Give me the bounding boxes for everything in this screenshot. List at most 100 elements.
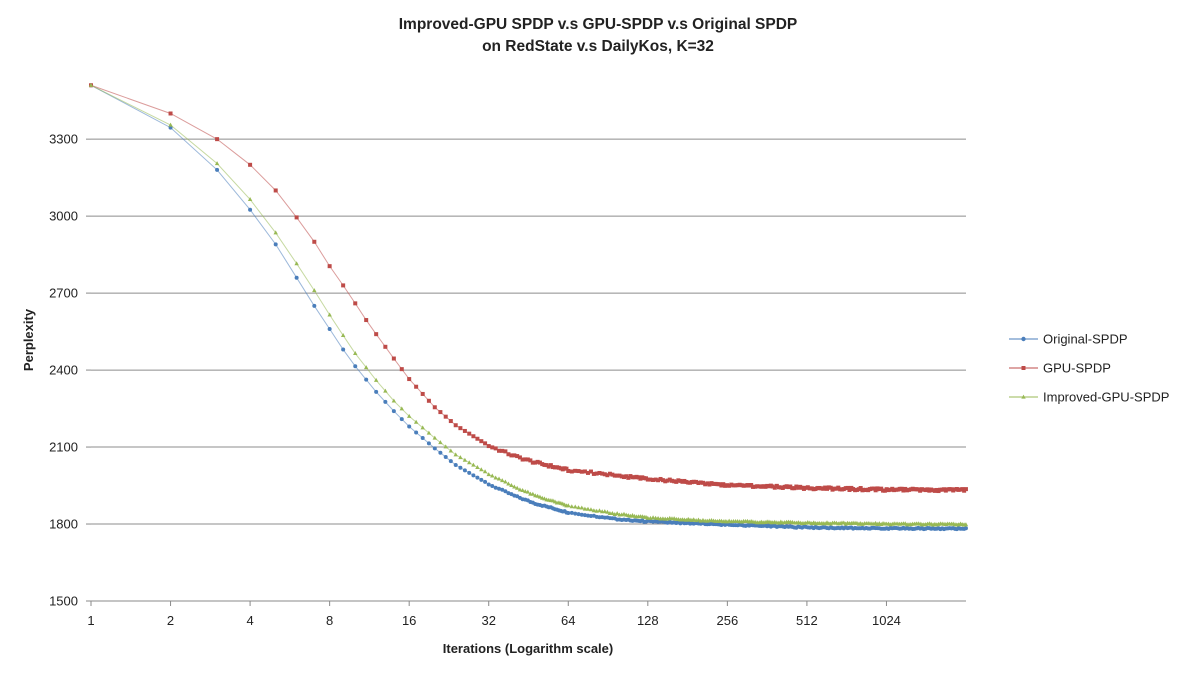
data-point — [963, 522, 969, 527]
y-tick-label: 3000 — [49, 209, 78, 224]
data-point — [483, 441, 488, 446]
data-point — [248, 207, 253, 212]
data-point — [663, 479, 668, 484]
data-point — [566, 503, 571, 508]
data-point — [772, 485, 777, 490]
data-point — [660, 478, 665, 483]
data-point — [588, 469, 593, 474]
data-point — [705, 481, 710, 486]
data-point — [515, 454, 520, 459]
data-point — [353, 364, 358, 369]
data-point — [312, 288, 317, 293]
data-point — [509, 483, 514, 488]
data-point — [576, 505, 581, 510]
data-point — [462, 468, 467, 473]
data-point — [963, 526, 968, 531]
data-point — [542, 496, 547, 501]
data-point — [506, 481, 511, 486]
data-point — [514, 485, 520, 490]
data-point — [614, 511, 620, 516]
data-point — [509, 453, 514, 458]
data-point — [383, 388, 388, 393]
data-point — [500, 478, 505, 483]
data-point — [621, 475, 626, 480]
data-point — [605, 473, 610, 478]
data-point — [391, 398, 397, 403]
data-point — [602, 509, 608, 514]
data-point — [475, 465, 480, 470]
data-point — [420, 425, 425, 430]
data-point — [535, 459, 540, 464]
data-point — [383, 399, 388, 404]
x-tick-label: 1 — [87, 613, 94, 628]
data-point — [406, 413, 412, 418]
data-point — [438, 410, 443, 415]
data-point — [294, 215, 299, 220]
legend-marker — [1021, 394, 1026, 399]
data-point — [579, 512, 584, 517]
data-point — [273, 230, 278, 235]
data-point — [630, 475, 635, 480]
data-point — [453, 452, 458, 457]
data-point — [399, 367, 404, 372]
data-point — [582, 513, 587, 518]
data-point — [803, 485, 808, 490]
data-point — [503, 479, 508, 484]
data-point — [548, 463, 553, 468]
x-tick-label: 64 — [561, 613, 575, 628]
data-point — [963, 487, 968, 492]
series-improved-gpu-spdp — [88, 82, 969, 527]
series-original-spdp — [89, 83, 968, 532]
x-tick-label: 8 — [326, 613, 333, 628]
data-point — [462, 457, 468, 462]
data-point — [294, 275, 299, 280]
data-point — [493, 446, 498, 451]
data-point — [467, 460, 472, 465]
data-point — [619, 474, 624, 479]
data-point — [458, 426, 463, 431]
data-point — [696, 517, 701, 522]
data-point — [399, 417, 404, 422]
data-point — [448, 459, 453, 464]
data-point — [486, 444, 491, 449]
data-point — [696, 481, 701, 486]
data-point — [407, 377, 412, 382]
data-point — [294, 261, 299, 266]
data-point — [374, 389, 379, 394]
chart-subtitle: on RedState v.s DailyKos, K=32 — [482, 38, 714, 55]
data-point — [383, 344, 388, 349]
data-point — [496, 476, 502, 481]
data-point — [432, 446, 437, 451]
legend-label: GPU-SPDP — [1043, 361, 1111, 376]
data-point — [486, 482, 491, 487]
data-point — [602, 472, 607, 477]
legend-marker — [1021, 336, 1026, 342]
data-point — [503, 489, 508, 494]
data-point — [391, 356, 396, 361]
data-point — [471, 473, 476, 478]
data-point — [471, 462, 476, 467]
data-point — [374, 332, 379, 337]
data-point — [770, 484, 775, 489]
data-point — [651, 477, 656, 482]
data-point — [500, 448, 505, 453]
data-point — [790, 486, 795, 491]
data-point — [582, 469, 587, 474]
data-point — [656, 478, 661, 483]
data-point — [420, 436, 425, 441]
data-point — [426, 430, 432, 435]
data-point — [353, 350, 358, 355]
data-point — [414, 384, 419, 389]
data-point — [711, 481, 716, 486]
data-point — [727, 483, 732, 488]
data-point — [542, 462, 547, 467]
data-point — [530, 491, 536, 496]
data-point — [426, 398, 431, 403]
data-point — [537, 494, 543, 499]
data-point — [490, 473, 495, 478]
data-point — [591, 471, 596, 476]
data-point — [432, 405, 437, 410]
data-point — [573, 504, 578, 509]
data-point — [628, 474, 633, 479]
